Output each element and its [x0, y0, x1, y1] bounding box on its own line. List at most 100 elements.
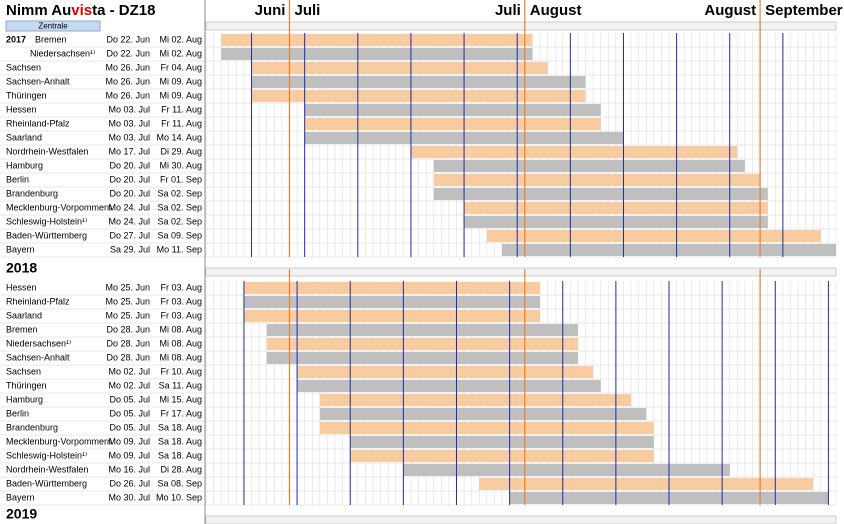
- section-year: 2018: [6, 260, 37, 276]
- title-part: ta - DZ18: [92, 2, 155, 19]
- state-name: Rheinland-Pfalz: [6, 296, 70, 306]
- end-date: Mi 15. Aug: [159, 394, 202, 404]
- start-date: Mo 30. Jul: [108, 492, 150, 502]
- state-name: Niedersachsen¹⁾: [30, 48, 95, 58]
- month-label: September: [765, 2, 843, 19]
- day-strip: [205, 515, 837, 524]
- end-date: Mi 08. Aug: [159, 338, 202, 348]
- start-date: Mo 25. Jun: [105, 282, 150, 292]
- start-date: Mo 09. Jul: [108, 450, 150, 460]
- holiday-bar: [304, 118, 601, 130]
- state-name: Schleswig-Holstein¹⁾: [6, 216, 87, 226]
- section-year: 2019: [6, 506, 37, 522]
- holiday-bar: [251, 62, 548, 74]
- month-label: Juli: [495, 2, 521, 19]
- end-date: Sa 09. Sep: [157, 230, 202, 240]
- holiday-bar: [433, 188, 768, 200]
- start-date: Do 20. Jul: [109, 160, 150, 170]
- start-date: Mo 09. Jul: [108, 436, 150, 446]
- state-name: Bremen: [6, 324, 38, 334]
- end-date: Sa 18. Aug: [158, 436, 202, 446]
- holiday-bar: [221, 48, 533, 60]
- state-name: Thüringen: [6, 380, 47, 390]
- start-date: Mo 02. Jul: [108, 366, 150, 376]
- holiday-bar: [243, 296, 540, 308]
- start-date: Mo 24. Jul: [108, 202, 150, 212]
- title: Nimm Auvista - DZ18: [6, 2, 156, 19]
- holiday-bar: [297, 380, 601, 392]
- start-date: Mo 26. Jun: [105, 90, 150, 100]
- state-name: Brandenburg: [6, 188, 58, 198]
- start-date: Mo 03. Jul: [108, 118, 150, 128]
- holiday-bar: [297, 366, 594, 378]
- start-date: Mo 25. Jun: [105, 296, 150, 306]
- end-date: Fr 04. Aug: [160, 62, 202, 72]
- end-date: Fr 03. Aug: [160, 282, 202, 292]
- start-date: Do 20. Jul: [109, 188, 150, 198]
- start-date: Do 28. Jun: [106, 352, 150, 362]
- state-name: Baden-Württemberg: [6, 478, 87, 488]
- end-date: Mi 02. Aug: [159, 34, 202, 44]
- end-date: Sa 08. Sep: [157, 478, 202, 488]
- holiday-bar: [266, 338, 578, 350]
- state-name: Berlin: [6, 408, 29, 418]
- state-name: Sachsen-Anhalt: [6, 352, 70, 362]
- start-date: Do 20. Jul: [109, 174, 150, 184]
- end-date: Fr 11. Aug: [161, 104, 202, 114]
- end-date: Mi 30. Aug: [159, 160, 202, 170]
- end-date: Sa 18. Aug: [158, 422, 202, 432]
- month-label: Juli: [294, 2, 320, 19]
- holiday-bar: [251, 76, 586, 88]
- state-name: Hessen: [6, 104, 37, 114]
- end-date: Sa 02. Sep: [157, 188, 202, 198]
- end-date: Sa 02. Sep: [157, 202, 202, 212]
- holiday-bar: [502, 244, 836, 256]
- holiday-bar: [304, 104, 601, 116]
- end-date: Mi 09. Aug: [159, 76, 202, 86]
- state-name: Thüringen: [6, 90, 47, 100]
- start-date: Sa 29. Jul: [110, 244, 150, 254]
- holiday-bar: [433, 160, 745, 172]
- holiday-bar: [266, 352, 578, 364]
- holiday-bar: [243, 310, 540, 322]
- start-date: Mo 17. Jul: [108, 146, 150, 156]
- end-date: Mi 02. Aug: [159, 48, 202, 58]
- state-name: Schleswig-Holstein¹⁾: [6, 450, 87, 460]
- holiday-bar: [464, 216, 768, 228]
- state-name: Brandenburg: [6, 422, 58, 432]
- start-date: Mo 03. Jul: [108, 104, 150, 114]
- holiday-bar: [403, 464, 730, 476]
- state-name: Sachsen: [6, 366, 41, 376]
- end-date: Fr 01. Sep: [160, 174, 202, 184]
- state-name: Baden-Württemberg: [6, 230, 87, 240]
- state-name: Mecklenburg-Vorpommern: [6, 436, 112, 446]
- state-name: Hamburg: [6, 394, 43, 404]
- state-name: Sachsen-Anhalt: [6, 76, 70, 86]
- holiday-bar: [350, 450, 654, 462]
- zentrale-button-label[interactable]: Zentrale: [38, 22, 68, 31]
- start-date: Mo 26. Jun: [105, 76, 150, 86]
- end-date: Sa 02. Sep: [157, 216, 202, 226]
- state-name: Nordrhein-Westfalen: [6, 146, 88, 156]
- month-label: August: [530, 2, 582, 19]
- title-part: Nimm Au: [6, 2, 71, 19]
- start-date: Do 05. Jul: [109, 408, 150, 418]
- start-date: Mo 02. Jul: [108, 380, 150, 390]
- state-name: Bayern: [6, 244, 35, 254]
- state-name: Saarland: [6, 310, 42, 320]
- start-date: Do 05. Jul: [109, 394, 150, 404]
- end-date: Mo 11. Sep: [157, 244, 202, 254]
- state-name: Berlin: [6, 174, 29, 184]
- end-date: Sa 11. Aug: [159, 380, 202, 390]
- end-date: Fr 11. Aug: [161, 118, 202, 128]
- month-label: August: [704, 2, 756, 19]
- state-name: Hessen: [6, 282, 37, 292]
- section-year: 2017: [6, 34, 26, 44]
- start-date: Mo 26. Jun: [105, 62, 150, 72]
- state-name: Sachsen: [6, 62, 41, 72]
- holiday-bar: [464, 202, 768, 214]
- end-date: Mi 09. Aug: [159, 90, 202, 100]
- holiday-bar: [350, 436, 654, 448]
- zentrale-button[interactable]: [5, 20, 101, 32]
- state-name: Niedersachsen¹⁾: [6, 338, 71, 348]
